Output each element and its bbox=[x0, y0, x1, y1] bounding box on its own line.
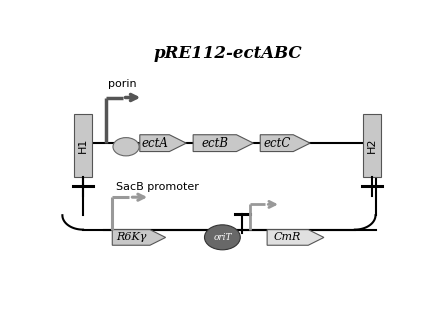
Text: H2: H2 bbox=[367, 138, 377, 153]
Text: oriT: oriT bbox=[213, 233, 232, 242]
Circle shape bbox=[205, 225, 240, 250]
Text: R6Kγ: R6Kγ bbox=[116, 232, 147, 242]
Circle shape bbox=[113, 138, 139, 156]
Text: H1: H1 bbox=[78, 138, 88, 153]
FancyBboxPatch shape bbox=[364, 114, 381, 177]
Text: ectA: ectA bbox=[141, 137, 168, 150]
Polygon shape bbox=[140, 135, 186, 152]
Text: CmR: CmR bbox=[274, 232, 301, 242]
Text: porin: porin bbox=[108, 79, 137, 89]
Polygon shape bbox=[260, 135, 310, 152]
FancyBboxPatch shape bbox=[75, 114, 91, 177]
Text: SacB promoter: SacB promoter bbox=[116, 183, 198, 193]
Text: pRE112-ectABC: pRE112-ectABC bbox=[153, 45, 302, 62]
Polygon shape bbox=[267, 230, 324, 245]
Polygon shape bbox=[193, 135, 254, 152]
Text: ectB: ectB bbox=[201, 137, 228, 150]
Text: ectC: ectC bbox=[263, 137, 290, 150]
Polygon shape bbox=[112, 230, 166, 245]
